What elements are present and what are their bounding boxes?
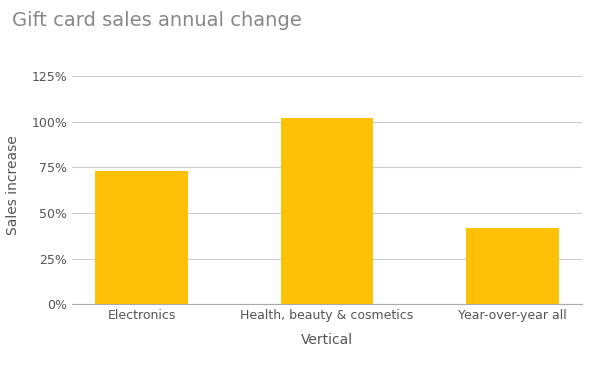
- Bar: [281, 118, 373, 304]
- Y-axis label: Sales increase: Sales increase: [6, 136, 20, 235]
- Text: Gift card sales annual change: Gift card sales annual change: [12, 11, 302, 30]
- Bar: [466, 227, 559, 304]
- X-axis label: Vertical: Vertical: [301, 333, 353, 347]
- Bar: [95, 171, 188, 304]
